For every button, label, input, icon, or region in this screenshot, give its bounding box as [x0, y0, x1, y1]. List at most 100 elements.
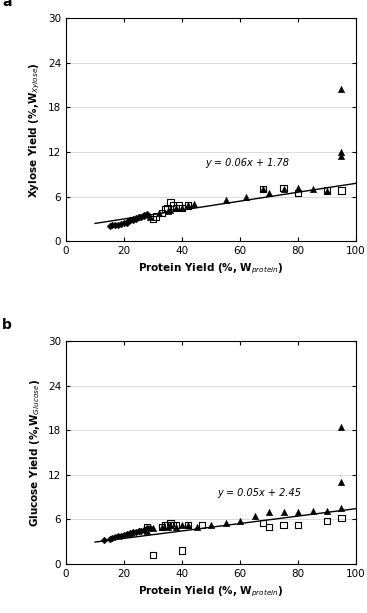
Point: [144, 522, 150, 531]
Point: [170, 520, 176, 530]
Point: [339, 478, 345, 487]
Point: [144, 524, 150, 534]
Point: [118, 531, 124, 541]
Point: [173, 203, 179, 213]
Point: [179, 203, 185, 213]
Point: [173, 520, 179, 530]
Point: [222, 196, 228, 205]
Point: [295, 507, 301, 517]
Point: [133, 213, 139, 223]
Point: [167, 518, 173, 528]
Point: [112, 220, 118, 230]
Point: [106, 221, 112, 231]
Point: [130, 528, 136, 538]
Point: [109, 221, 115, 230]
Text: b: b: [2, 318, 12, 332]
Point: [124, 217, 130, 227]
Text: y = 0.05x + 2.45: y = 0.05x + 2.45: [217, 489, 301, 498]
Point: [141, 525, 147, 535]
Point: [309, 506, 315, 516]
Point: [121, 530, 127, 540]
Point: [281, 520, 287, 530]
Point: [167, 197, 173, 207]
Point: [127, 215, 133, 225]
Point: [144, 210, 150, 219]
Point: [199, 520, 205, 530]
Point: [281, 507, 287, 517]
Point: [281, 183, 287, 192]
Point: [167, 520, 173, 530]
Point: [167, 205, 173, 215]
Point: [162, 204, 168, 214]
Y-axis label: Xylose Yield (%,W$_{Xylose}$): Xylose Yield (%,W$_{Xylose}$): [28, 62, 43, 197]
Point: [136, 211, 142, 221]
Point: [191, 199, 197, 209]
Point: [237, 516, 243, 526]
Point: [185, 200, 191, 210]
Point: [194, 522, 200, 531]
Point: [127, 528, 133, 538]
Point: [164, 522, 170, 531]
Point: [147, 213, 153, 223]
Point: [136, 213, 142, 223]
Point: [109, 533, 115, 543]
Point: [127, 528, 133, 538]
Point: [164, 203, 170, 213]
Point: [162, 520, 168, 530]
Point: [185, 200, 191, 210]
Point: [260, 185, 266, 194]
Point: [164, 207, 170, 216]
Point: [295, 183, 301, 192]
Point: [339, 513, 345, 523]
Point: [243, 192, 249, 202]
Point: [141, 211, 147, 221]
Point: [339, 84, 345, 94]
Point: [112, 532, 118, 542]
Point: [173, 203, 179, 213]
Point: [260, 185, 266, 194]
Point: [179, 520, 185, 530]
Point: [138, 526, 144, 536]
Point: [339, 147, 345, 157]
Point: [222, 518, 228, 528]
Point: [185, 520, 191, 530]
Point: [121, 218, 127, 228]
Point: [324, 186, 330, 196]
X-axis label: Protein Yield (%, W$_{protein}$): Protein Yield (%, W$_{protein}$): [138, 584, 284, 599]
Point: [153, 211, 159, 221]
Point: [130, 214, 136, 224]
Point: [124, 530, 130, 539]
Point: [127, 215, 133, 224]
Text: y = 0.06x + 1.78: y = 0.06x + 1.78: [205, 158, 289, 168]
Text: a: a: [2, 0, 12, 9]
Y-axis label: Glucose Yield (%,W$_{Glucose}$): Glucose Yield (%,W$_{Glucose}$): [28, 379, 43, 527]
Point: [144, 210, 150, 220]
Point: [339, 422, 345, 432]
Point: [339, 186, 345, 196]
Point: [156, 208, 162, 218]
Point: [101, 535, 107, 545]
Point: [124, 218, 130, 227]
Point: [176, 200, 182, 210]
Point: [141, 210, 147, 220]
Point: [173, 522, 179, 531]
Point: [164, 520, 170, 530]
Point: [118, 219, 124, 229]
Point: [144, 526, 150, 536]
Point: [339, 151, 345, 161]
Point: [150, 550, 156, 560]
Point: [115, 531, 121, 541]
Point: [252, 511, 258, 520]
Point: [136, 527, 142, 536]
Point: [295, 520, 301, 530]
Point: [133, 214, 139, 224]
Point: [266, 188, 272, 198]
Point: [133, 527, 139, 537]
Point: [266, 507, 272, 517]
Point: [136, 526, 142, 536]
Point: [208, 520, 214, 530]
Point: [295, 188, 301, 198]
Point: [179, 546, 185, 555]
Point: [266, 522, 272, 531]
Point: [106, 534, 112, 544]
